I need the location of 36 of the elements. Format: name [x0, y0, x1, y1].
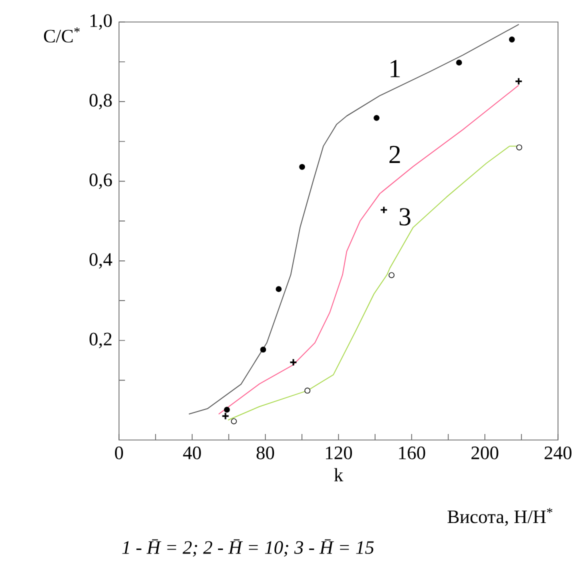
point	[289, 358, 298, 366]
x-axis-title: k	[334, 468, 344, 482]
point	[230, 418, 237, 424]
x-tick-label: 40	[183, 446, 201, 460]
point	[456, 60, 462, 66]
point	[380, 206, 388, 214]
series-label: 2	[389, 146, 400, 164]
x-tick-label: 120	[326, 446, 352, 460]
point	[388, 272, 394, 278]
x-tick-label: 240	[544, 446, 572, 460]
point	[516, 144, 522, 150]
point	[508, 36, 515, 42]
x-tick-label: 200	[471, 446, 498, 460]
point	[299, 164, 306, 170]
series-label: 3	[400, 208, 410, 226]
point	[260, 346, 266, 353]
x-tick-label: 80	[256, 446, 274, 460]
point	[374, 114, 380, 121]
point	[224, 406, 230, 413]
line-series	[188, 24, 520, 415]
y-tick-label: 0,8	[90, 94, 112, 110]
point	[304, 388, 310, 394]
y-tick-label: 0,4	[90, 253, 112, 269]
x-tick-label: 0	[114, 446, 124, 460]
y-axis-title: C/C$^{*}$	[44, 27, 80, 43]
series-label: 1	[390, 60, 400, 78]
point	[276, 286, 282, 292]
line-series	[218, 84, 520, 415]
text: 1 - H̄ = 2; 2 - H̄ = 10; 3 - H̄ = 15	[122, 539, 374, 557]
y-tick-label: 1,0	[90, 14, 112, 30]
y-tick-label: 0,2	[90, 332, 112, 348]
y-tick-label: 0,6	[90, 173, 112, 189]
point	[221, 412, 230, 420]
x-tick-label: 160	[399, 446, 426, 460]
point	[514, 77, 523, 86]
text: Висота, H/H$^{*}$	[448, 508, 552, 526]
